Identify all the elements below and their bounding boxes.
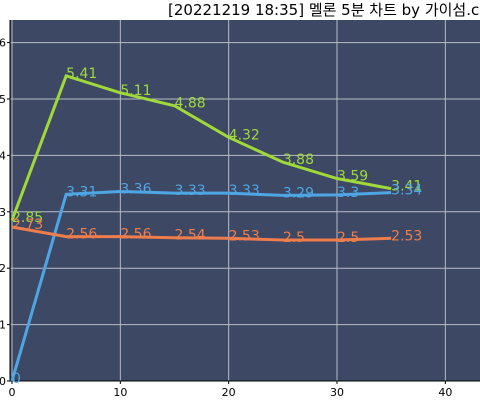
line bbox=[10, 189, 392, 382]
y-tick-label: 6 bbox=[0, 37, 6, 50]
data-label: 4.32 bbox=[229, 127, 260, 143]
data-label: 4.88 bbox=[175, 96, 206, 112]
data-label: 3.3 bbox=[337, 185, 359, 201]
data-label: 3.88 bbox=[283, 152, 314, 168]
x-tick-label: 0 bbox=[9, 386, 16, 399]
data-label: 0 bbox=[12, 371, 21, 387]
data-label: 3.34 bbox=[391, 183, 422, 199]
data-label: 3.41 bbox=[391, 179, 422, 195]
data-label: 5.11 bbox=[120, 83, 151, 99]
line bbox=[11, 225, 392, 242]
data-label: 3.33 bbox=[175, 183, 206, 199]
y-tick-label: 5 bbox=[0, 93, 6, 106]
y-tick-label: 4 bbox=[0, 149, 6, 162]
data-label: 2.53 bbox=[391, 228, 422, 244]
line bbox=[10, 73, 392, 221]
data-label: 2.85 bbox=[12, 210, 43, 226]
data-label: 2.73 bbox=[12, 217, 43, 233]
data-label: 2.56 bbox=[66, 227, 97, 243]
x-tick-label: 20 bbox=[222, 386, 236, 399]
x-tick-label: 30 bbox=[330, 386, 344, 399]
data-label: 3.33 bbox=[229, 183, 260, 199]
data-label: 2.5 bbox=[283, 230, 305, 246]
data-label: 3.29 bbox=[283, 185, 314, 201]
data-label: 2.53 bbox=[229, 228, 260, 244]
y-tick-label: 1 bbox=[0, 319, 6, 332]
plot-area bbox=[10, 20, 480, 381]
data-label: 3.36 bbox=[120, 181, 151, 197]
y-tick-label: 0 bbox=[0, 375, 6, 388]
y-tick-label: 3 bbox=[0, 206, 6, 219]
data-label: 2.56 bbox=[120, 227, 151, 243]
x-tick-label: 40 bbox=[438, 386, 452, 399]
data-label: 5.41 bbox=[66, 66, 97, 82]
data-label: 2.5 bbox=[337, 230, 359, 246]
y-tick-label: 2 bbox=[0, 262, 6, 275]
data-label: 2.54 bbox=[175, 228, 206, 244]
chart-title: [20221219 18:35] 멜론 5분 차트 by 가이섬.c bbox=[168, 1, 479, 19]
data-label: 3.31 bbox=[66, 184, 97, 200]
data-label: 3.59 bbox=[337, 169, 368, 185]
x-tick-label: 10 bbox=[113, 386, 127, 399]
